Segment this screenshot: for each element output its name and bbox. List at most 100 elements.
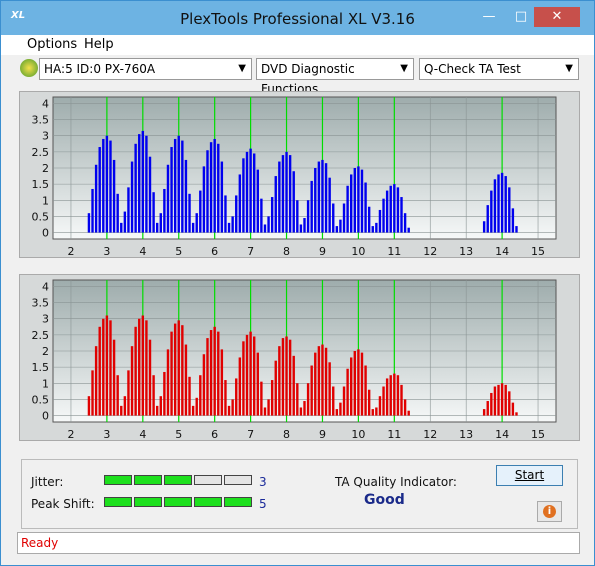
bar bbox=[382, 198, 385, 233]
bar bbox=[173, 323, 177, 416]
x-tick-label: 3 bbox=[103, 428, 110, 440]
bar bbox=[256, 352, 259, 416]
bar bbox=[253, 153, 256, 233]
bar bbox=[245, 151, 249, 233]
bar bbox=[177, 135, 180, 233]
bar bbox=[407, 227, 410, 233]
quality-label: TA Quality Indicator: bbox=[335, 475, 457, 489]
bar bbox=[130, 161, 134, 233]
bar bbox=[310, 180, 313, 233]
bar bbox=[141, 315, 145, 416]
maximize-button[interactable]: □ bbox=[514, 9, 528, 24]
bar bbox=[378, 209, 382, 233]
bar bbox=[263, 407, 267, 416]
menu-options[interactable]: Options bbox=[27, 37, 78, 52]
y-tick-label: 4 bbox=[42, 97, 49, 110]
chart: 0 0.5 1 1.5 2 2.5 3 3.5 4 2 3 4 5 6 7 8 9 10 11 12 13 14 15 bbox=[32, 279, 557, 441]
x-tick-label: 12 bbox=[423, 245, 437, 257]
info-button[interactable]: i bbox=[537, 501, 562, 522]
y-tick-label: 1.5 bbox=[32, 178, 50, 191]
bar bbox=[98, 326, 101, 416]
bar bbox=[303, 218, 306, 233]
bar bbox=[209, 142, 213, 233]
x-tick-label: 15 bbox=[531, 428, 545, 440]
bar bbox=[314, 168, 317, 233]
bar bbox=[120, 222, 123, 233]
x-tick-label: 9 bbox=[319, 245, 326, 257]
x-tick-label: 9 bbox=[319, 428, 326, 440]
bar bbox=[220, 349, 224, 416]
bar bbox=[364, 182, 367, 233]
bar bbox=[170, 331, 173, 416]
bar bbox=[91, 188, 94, 233]
bar bbox=[152, 192, 155, 233]
bar bbox=[191, 405, 195, 416]
peak-shift-value: 5 bbox=[259, 497, 267, 511]
bar bbox=[267, 399, 270, 416]
menu-help[interactable]: Help bbox=[84, 37, 114, 52]
y-tick-label: 1 bbox=[42, 194, 49, 207]
x-tick-label: 4 bbox=[139, 245, 146, 257]
meter-segment bbox=[164, 475, 192, 485]
bar bbox=[317, 161, 321, 233]
peak-shift-label: Peak Shift: bbox=[31, 497, 95, 511]
bar bbox=[367, 389, 371, 416]
bar bbox=[310, 365, 313, 416]
bar bbox=[242, 341, 245, 416]
bar bbox=[407, 410, 410, 416]
x-tick-label: 7 bbox=[247, 245, 254, 257]
quality-value: Good bbox=[364, 492, 405, 508]
bar bbox=[339, 219, 342, 233]
bar bbox=[321, 159, 324, 233]
bar bbox=[389, 185, 392, 233]
bar bbox=[281, 338, 285, 416]
bar bbox=[263, 224, 267, 233]
bar bbox=[159, 213, 162, 233]
bar bbox=[217, 143, 220, 233]
bar bbox=[217, 331, 220, 416]
close-button[interactable]: ✕ bbox=[534, 7, 580, 27]
bar bbox=[508, 187, 511, 233]
status-text: Ready bbox=[21, 536, 59, 550]
bar bbox=[504, 176, 507, 233]
menu-bar: Options Help bbox=[1, 35, 594, 55]
x-tick-label: 5 bbox=[175, 245, 182, 257]
test-select[interactable]: Q-Check TA Test ▼ bbox=[419, 58, 579, 80]
bar bbox=[245, 334, 249, 416]
y-tick-label: 3 bbox=[42, 130, 49, 143]
bar bbox=[486, 401, 489, 416]
bar bbox=[184, 344, 188, 416]
bar bbox=[382, 386, 385, 416]
x-tick-label: 2 bbox=[67, 245, 74, 257]
results-panel bbox=[21, 459, 578, 529]
bar bbox=[109, 320, 112, 416]
bar bbox=[281, 155, 285, 233]
bar bbox=[270, 197, 274, 233]
drive-select[interactable]: HA:5 ID:0 PX-760A ▼ bbox=[39, 58, 252, 80]
start-button[interactable]: Start bbox=[496, 465, 563, 486]
function-select[interactable]: DVD Diagnostic Functions ▼ bbox=[256, 58, 414, 96]
bar bbox=[360, 169, 364, 233]
bar bbox=[145, 320, 148, 416]
bar bbox=[486, 205, 489, 233]
bar bbox=[515, 226, 518, 233]
test-text: Q-Check TA Test bbox=[424, 62, 521, 76]
bar bbox=[123, 211, 127, 233]
bar bbox=[224, 380, 227, 416]
minimize-button[interactable]: — bbox=[482, 9, 496, 24]
bar bbox=[378, 396, 382, 416]
bar bbox=[155, 222, 159, 233]
bar bbox=[328, 362, 331, 416]
bar bbox=[367, 206, 371, 233]
bar bbox=[400, 384, 403, 416]
bar bbox=[227, 405, 231, 416]
bar bbox=[260, 198, 263, 233]
bar bbox=[112, 159, 116, 233]
bar bbox=[181, 325, 184, 416]
x-tick-label: 10 bbox=[351, 428, 365, 440]
bar bbox=[371, 409, 374, 416]
bar bbox=[231, 216, 234, 233]
bar bbox=[166, 349, 170, 416]
bar bbox=[364, 365, 367, 416]
x-tick-label: 7 bbox=[247, 428, 254, 440]
